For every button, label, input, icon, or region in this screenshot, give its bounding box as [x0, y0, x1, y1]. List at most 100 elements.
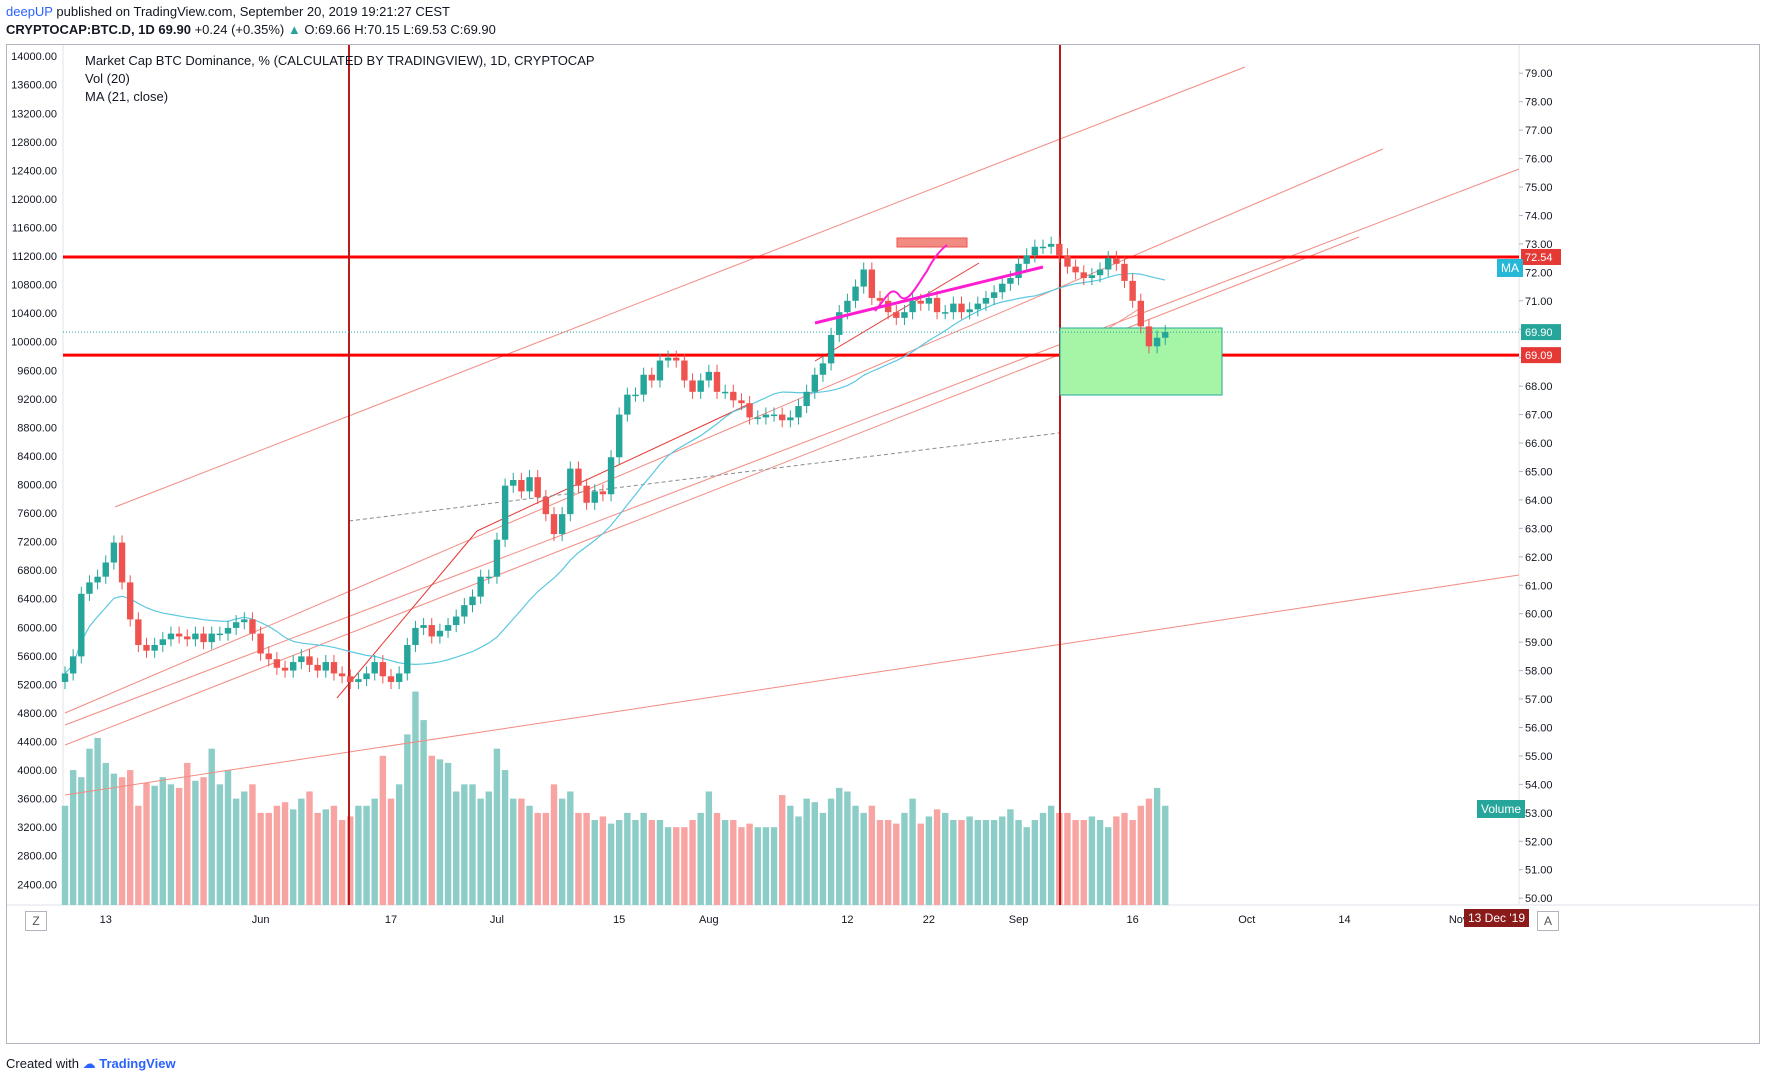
- right-axis-tick: 51.00: [1525, 865, 1553, 877]
- candle-body: [1137, 300, 1144, 327]
- right-axis-tick: 75.00: [1525, 182, 1553, 194]
- volume-bar: [795, 816, 802, 905]
- volume-bar: [363, 805, 370, 905]
- volume-bar: [273, 805, 281, 905]
- volume-bar: [982, 820, 990, 905]
- volume-bar: [942, 812, 949, 905]
- legend-vol[interactable]: Vol (20): [85, 71, 130, 86]
- candle-body: [730, 391, 737, 401]
- candle-body: [192, 633, 199, 640]
- publisher-name[interactable]: deepUP: [6, 4, 53, 19]
- volume-bar: [110, 773, 118, 905]
- candle-body: [681, 360, 688, 381]
- candle-body: [78, 593, 85, 657]
- volume-bar: [770, 827, 778, 905]
- volume-bar: [1031, 820, 1039, 905]
- x-axis-tick: Oct: [1238, 914, 1255, 926]
- volume-bar: [762, 827, 770, 905]
- candle-body: [167, 633, 175, 640]
- candle-body: [200, 633, 207, 643]
- right-axis-tick: 65.00: [1525, 466, 1553, 478]
- auto-scale-button[interactable]: A: [1537, 911, 1559, 931]
- chart-svg[interactable]: 79.00 78.00 77.00 76.00 75.00 74.00 73.00 72.00…: [7, 45, 1759, 1043]
- volume-bar: [241, 791, 248, 905]
- legend-ma[interactable]: MA (21, close): [85, 89, 169, 104]
- candle-body: [298, 656, 305, 663]
- up-arrow-icon: ▲: [287, 22, 301, 37]
- candle-body: [347, 676, 354, 682]
- volume-bar: [118, 777, 126, 905]
- last-price-tag: 69.90: [1525, 327, 1553, 339]
- x-axis-tick: Nov: [1449, 914, 1469, 926]
- volume-bar: [567, 791, 574, 905]
- volume-bar: [249, 784, 256, 905]
- volume-bar: [395, 784, 403, 905]
- volume-bar: [648, 820, 655, 905]
- left-axis-tick: 3600.00: [17, 794, 57, 806]
- candle-body: [1113, 258, 1120, 264]
- candle-body: [208, 633, 215, 643]
- candle-body: [135, 619, 142, 645]
- candle-body: [102, 562, 109, 577]
- left-axis-tick: 7200.00: [17, 537, 57, 549]
- candle-body: [705, 371, 713, 381]
- candle-body: [599, 491, 607, 495]
- candle-body: [127, 582, 134, 620]
- volume-bar: [697, 812, 704, 905]
- candle-body: [917, 300, 924, 304]
- candle-body: [265, 653, 272, 660]
- left-axis-tick: 10400.00: [11, 308, 57, 320]
- candle-body: [379, 662, 387, 677]
- ohlc-values: O:69.66 H:70.15 L:69.53 C:69.90: [304, 22, 496, 37]
- zoom-reset-button[interactable]: Z: [25, 911, 47, 931]
- publish-line: deepUP published on TradingView.com, Sep…: [6, 4, 450, 19]
- volume-bar: [738, 827, 745, 905]
- volume-bar: [721, 820, 729, 905]
- candle-body: [1096, 269, 1104, 276]
- candle-body: [436, 630, 444, 637]
- volume-bar: [860, 812, 867, 905]
- candle-body: [175, 633, 183, 637]
- candle-body: [795, 406, 802, 418]
- left-axis-tick: 11600.00: [12, 222, 57, 234]
- candle-body: [942, 312, 949, 314]
- right-axis-tick: 72.00: [1525, 267, 1553, 279]
- candle-body: [322, 662, 329, 671]
- candle-body: [1039, 246, 1047, 249]
- right-axis-tick: 77.00: [1525, 125, 1553, 137]
- candle-body: [616, 414, 623, 458]
- right-axis-tick: 66.00: [1525, 438, 1553, 450]
- volume-bar: [461, 784, 468, 905]
- right-axis-tick: 57.00: [1525, 694, 1553, 706]
- candle-body: [1072, 266, 1079, 273]
- magenta-freehand: [874, 244, 948, 312]
- volume-bar: [705, 791, 713, 905]
- chart-panel[interactable]: 79.00 78.00 77.00 76.00 75.00 74.00 73.00 72.00…: [6, 44, 1760, 1044]
- footer-brand[interactable]: TradingView: [99, 1056, 176, 1071]
- volume-bar: [453, 791, 460, 905]
- candle-body: [314, 664, 321, 671]
- candle-body: [518, 480, 525, 492]
- volume-bar: [1113, 816, 1120, 905]
- volume-bar: [371, 798, 378, 905]
- candle-body: [542, 497, 550, 515]
- left-axis-tick: 6800.00: [17, 565, 57, 577]
- left-axis-tick: 8000.00: [17, 479, 57, 491]
- candle-body: [1153, 337, 1161, 347]
- right-axis-tick: 60.00: [1525, 609, 1553, 621]
- last-price: 69.90: [158, 22, 191, 37]
- candle-body: [868, 269, 876, 298]
- right-axis-tick: 63.00: [1525, 523, 1553, 535]
- candle-body: [143, 644, 150, 651]
- candle-body: [697, 380, 704, 392]
- trend-line-july: [336, 530, 478, 699]
- right-axis-tick: 76.00: [1525, 154, 1553, 166]
- left-axis-tick: 9200.00: [17, 394, 57, 406]
- volume-bar: [208, 748, 215, 905]
- volume-bar: [526, 805, 533, 905]
- volume-bar: [1047, 805, 1055, 905]
- volume-bar: [542, 812, 550, 905]
- volume-bar: [730, 820, 737, 905]
- x-axis-tick: 15: [613, 914, 625, 926]
- volume-bar: [192, 780, 199, 905]
